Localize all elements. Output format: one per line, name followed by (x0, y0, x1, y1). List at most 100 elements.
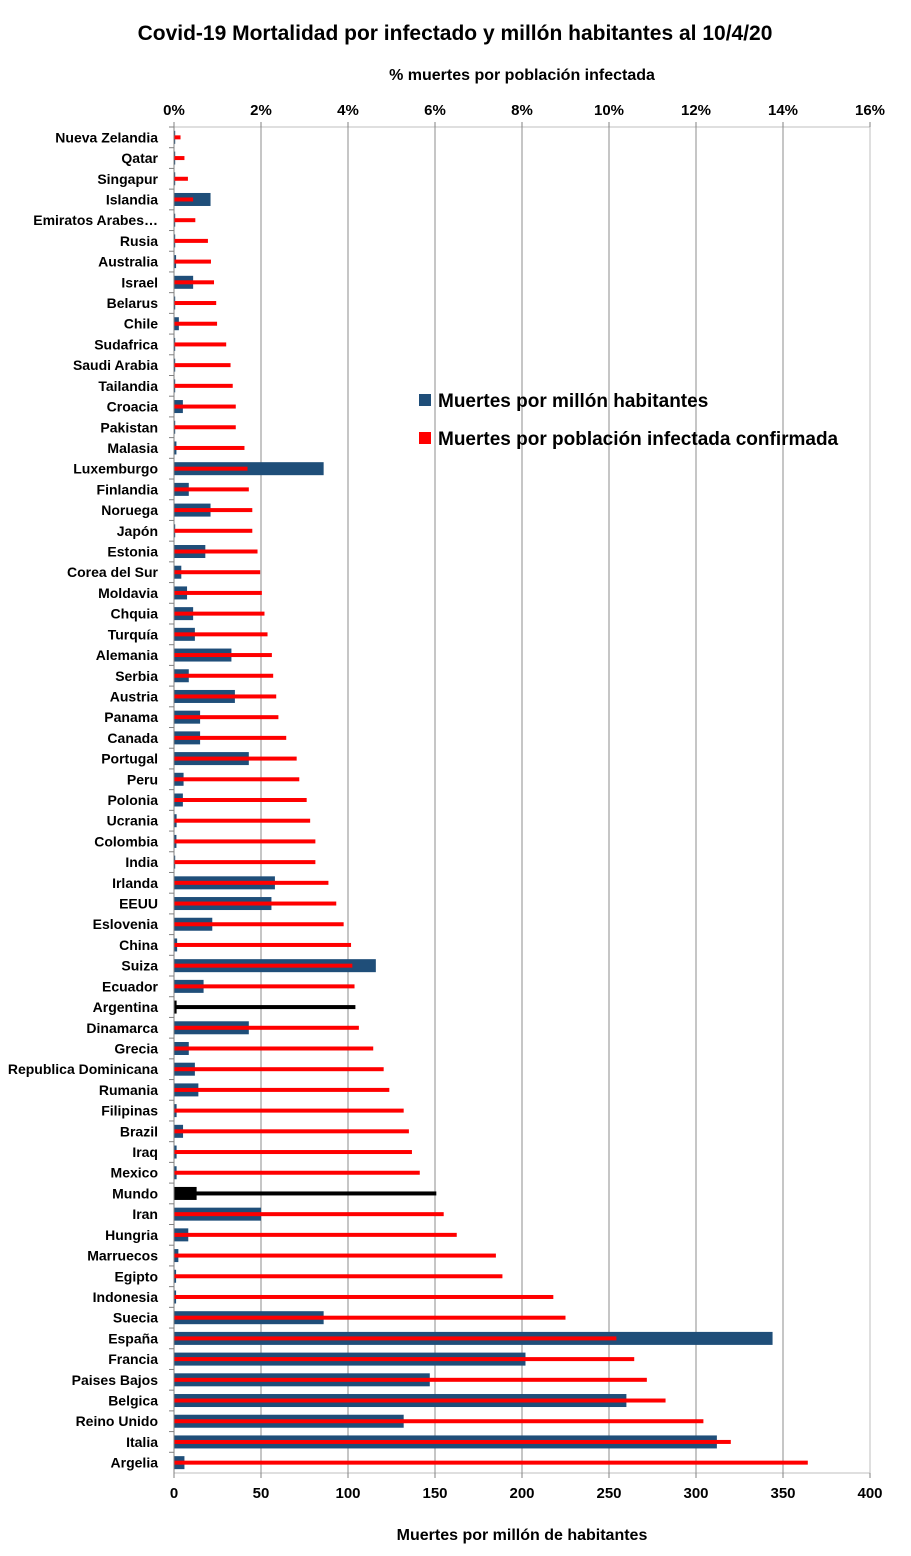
bar-death-rate-infected (174, 735, 287, 740)
category-label: Grecia (114, 1040, 158, 1056)
category-label: Indonesia (93, 1289, 159, 1305)
legend-label-blue: Muertes por millón habitantes (438, 391, 708, 412)
bar-death-rate-infected (174, 1398, 666, 1403)
category-label: Nueva Zelandia (55, 129, 158, 145)
bar-deaths-per-million (174, 462, 324, 476)
bar-death-rate-infected (174, 383, 233, 388)
bar-death-rate-infected (174, 280, 215, 285)
bar-death-rate-infected (174, 1108, 404, 1113)
category-label: Chile (124, 316, 158, 332)
bar-death-rate-infected (174, 756, 297, 761)
bar-death-rate-infected (174, 1212, 444, 1217)
top-tick-label: 2% (250, 102, 272, 119)
bar-death-rate-infected (174, 1253, 496, 1258)
bar-death-rate-infected (174, 839, 316, 844)
top-tick-label: 10% (594, 102, 624, 119)
category-label: Ecuador (102, 978, 159, 994)
category-label: Egipto (114, 1268, 158, 1284)
bar-death-rate-infected (174, 445, 245, 450)
bar-death-rate-infected (174, 1067, 384, 1072)
category-label: Rumania (99, 1082, 158, 1098)
bottom-tick-label: 50 (253, 1485, 270, 1502)
bottom-axis-title: Muertes por millón de habitantes (397, 1527, 648, 1544)
bar-death-rate-infected (174, 901, 337, 906)
category-label: Dinamarca (86, 1020, 158, 1036)
bar-death-rate-infected (174, 1377, 647, 1382)
bar-death-rate-infected (174, 528, 253, 533)
category-label: Peru (127, 771, 158, 787)
bar-death-rate-infected (174, 1150, 412, 1155)
axes: 0 0% 50 2% 100 4% 150 6% 200 8% 250 10% 300 12% 350 14%… (163, 102, 885, 1502)
top-tick-label: 8% (511, 102, 533, 119)
category-label: Pakistan (100, 419, 158, 435)
bar-death-rate-infected (174, 673, 274, 678)
bars (174, 130, 808, 1470)
bar-death-rate-infected (174, 549, 258, 554)
category-label: Islandia (106, 191, 158, 207)
category-label: Corea del Sur (67, 564, 159, 580)
bar-death-rate-infected (174, 156, 185, 161)
bar-death-rate-infected (174, 1336, 617, 1341)
bar-death-rate-infected (174, 197, 194, 202)
category-label: Noruega (101, 502, 158, 518)
bar-death-rate-infected (174, 508, 253, 513)
top-tick-label: 16% (855, 102, 885, 119)
bar-death-rate-infected (174, 1439, 731, 1444)
category-labels: Nueva Zelandia Qatar Singapur Islandia Emira… (8, 129, 159, 1470)
legend-label-red: Muertes por población infectada confirma… (438, 429, 839, 450)
category-label: Republica Dominicana (8, 1061, 158, 1077)
bar-death-rate-infected (174, 1274, 503, 1279)
bar-death-rate-infected (174, 798, 307, 802)
bar-death-rate-infected (174, 1170, 420, 1175)
category-label: Luxemburgo (73, 461, 158, 477)
bottom-tick-label: 400 (857, 1485, 882, 1502)
category-label: Panama (104, 709, 158, 725)
category-label: Rusia (120, 233, 158, 249)
category-label: Moldavia (98, 585, 158, 601)
category-label: Brazil (120, 1123, 158, 1139)
category-label: Hungria (105, 1227, 158, 1243)
chart-title: Covid-19 Mortalidad por infectado y mill… (138, 22, 773, 45)
top-tick-label: 0% (163, 102, 185, 119)
bar-death-rate-infected (174, 1005, 356, 1010)
category-label: Portugal (101, 751, 158, 767)
category-label: Suiza (121, 958, 158, 974)
category-label: Ucrania (107, 813, 159, 829)
bar-death-rate-infected (174, 984, 355, 989)
bar-death-rate-infected (174, 363, 231, 368)
bottom-tick-label: 100 (335, 1485, 360, 1502)
bar-death-rate-infected (174, 1419, 704, 1424)
category-label: Colombia (94, 833, 158, 849)
category-label: Belgica (108, 1393, 158, 1409)
category-label: Argelia (111, 1455, 159, 1471)
bar-death-rate-infected (174, 487, 249, 492)
bar-death-rate-infected (174, 425, 236, 430)
category-label: Tailandia (98, 378, 158, 394)
legend: Muertes por millón habitantes Muertes po… (419, 391, 839, 450)
category-label: España (108, 1330, 158, 1346)
bar-death-rate-infected (174, 466, 248, 471)
category-label: Singapur (97, 171, 158, 187)
legend-swatch-red (419, 432, 431, 444)
bar-death-rate-infected (174, 238, 208, 243)
bar-death-rate-infected (174, 818, 311, 823)
bar-death-rate-infected (174, 570, 261, 575)
category-label: Australia (98, 254, 158, 270)
category-label: Japón (117, 523, 158, 539)
bottom-tick-label: 0 (170, 1485, 178, 1502)
category-label: Iran (132, 1206, 158, 1222)
category-label: Francia (108, 1351, 158, 1367)
bar-death-rate-infected (174, 653, 272, 658)
category-label: Austria (110, 688, 158, 704)
bar-death-rate-infected (174, 632, 268, 637)
category-label: Eslovenia (93, 916, 159, 932)
bar-death-rate-infected (174, 694, 277, 699)
bar-death-rate-infected (174, 1232, 457, 1237)
bar-death-rate-infected (174, 942, 352, 947)
category-label: Polonia (107, 792, 158, 808)
category-label: China (119, 937, 158, 953)
bar-death-rate-infected (174, 135, 181, 140)
category-label: Paises Bajos (72, 1372, 159, 1388)
